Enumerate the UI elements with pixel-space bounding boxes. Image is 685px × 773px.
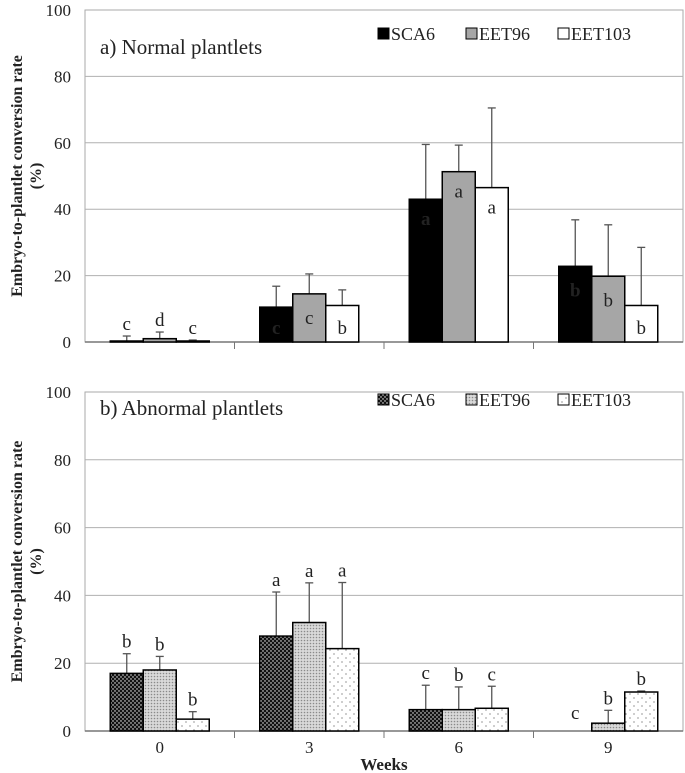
y-axis-label: Embryo-to-plantlet conversion rate (%) — [9, 55, 45, 297]
y-axis-label-line2: (%) — [28, 163, 45, 190]
bar-eet103 — [624, 304, 659, 343]
bar-eet103 — [175, 718, 210, 732]
chart-title: a) Normal plantlets — [100, 35, 262, 59]
significance-letter: b — [637, 318, 647, 339]
legend-swatch — [557, 27, 570, 40]
significance-letter: a — [421, 209, 431, 230]
chart-title: b) Abnormal plantlets — [100, 396, 283, 420]
y-tick-label: 40 — [54, 586, 71, 605]
legend-label: EET96 — [479, 24, 530, 44]
bar-eet96 — [591, 722, 626, 732]
bar-eet103 — [474, 186, 509, 343]
significance-letter: b — [604, 688, 614, 709]
legend-label: SCA6 — [391, 390, 435, 410]
significance-letter: b — [637, 669, 647, 690]
significance-letter: b — [338, 318, 348, 339]
y-tick-label: 60 — [54, 519, 71, 538]
panel-normal-plantlets: 0 20 40 60 80 100 Embryo-to-plantlet conversio… — [9, 1, 684, 352]
significance-letter: b — [122, 632, 132, 653]
bar-sca6 — [259, 306, 294, 343]
significance-letter: b — [570, 280, 581, 301]
legend-label: EET103 — [571, 24, 631, 44]
bar-sca6 — [408, 708, 443, 732]
bar-eet96 — [142, 669, 177, 732]
bar-eet96 — [142, 337, 177, 343]
y-tick-label: 80 — [54, 451, 71, 470]
significance-letter: b — [604, 290, 614, 311]
significance-letter: a — [455, 182, 464, 203]
bar-sca6 — [259, 635, 294, 732]
x-axis-label: Weeks — [360, 755, 408, 773]
significance-letter: a — [305, 561, 314, 582]
significance-letter: c — [571, 703, 579, 724]
y-tick-label: 40 — [54, 200, 71, 219]
legend-swatch — [465, 393, 478, 406]
y-tick-label: 100 — [46, 1, 72, 20]
bar-sca6 — [109, 672, 144, 732]
bar-eet103 — [474, 707, 509, 732]
significance-letter: a — [488, 198, 497, 219]
legend-swatch — [377, 393, 390, 406]
y-tick-label: 0 — [63, 722, 72, 741]
y-tick-label: 60 — [54, 134, 71, 153]
legend-label: EET103 — [571, 390, 631, 410]
significance-letter: a — [272, 570, 281, 591]
x-tick-label: 6 — [455, 738, 464, 757]
y-axis-label: Embryo-to-plantlet conversion rate (%) — [9, 441, 45, 683]
x-tick-label: 0 — [156, 738, 165, 757]
bar-sca6 — [109, 340, 144, 343]
significance-letter: b — [155, 634, 165, 655]
bar-eet96 — [292, 621, 327, 732]
bar-sca6 — [408, 198, 443, 343]
significance-letter: c — [189, 318, 197, 339]
y-axis-label-line2: (%) — [28, 548, 45, 575]
significance-letter: c — [488, 664, 496, 685]
significance-letter: b — [188, 690, 198, 711]
y-tick-label: 100 — [46, 383, 72, 402]
bar-eet103 — [175, 340, 210, 343]
legend-swatch — [557, 393, 570, 406]
bar-eet96 — [441, 708, 476, 732]
bar-sca6 — [558, 265, 593, 343]
y-tick-label: 20 — [54, 654, 71, 673]
legend-label: SCA6 — [391, 24, 435, 44]
bar-eet103 — [624, 691, 659, 732]
bar-eet103 — [325, 304, 360, 343]
y-tick-label: 0 — [63, 333, 72, 352]
significance-letter: c — [422, 663, 430, 684]
y-tick-label: 20 — [54, 267, 71, 286]
significance-letter: c — [272, 318, 280, 339]
significance-letter: a — [338, 561, 347, 582]
bar-eet96 — [292, 293, 327, 343]
significance-letter: c — [123, 314, 131, 335]
legend-swatch — [465, 27, 478, 40]
x-tick-label: 3 — [305, 738, 314, 757]
y-axis-label-line1: Embryo-to-plantlet conversion rate — [9, 441, 26, 683]
x-tick-label: 9 — [604, 738, 613, 757]
legend-label: EET96 — [479, 390, 530, 410]
significance-letter: c — [305, 308, 313, 329]
bar-eet96 — [591, 275, 626, 343]
bar-eet96 — [441, 170, 476, 343]
legend-swatch — [377, 27, 390, 40]
bar-eet103 — [325, 647, 360, 732]
y-axis-label-line1: Embryo-to-plantlet conversion rate — [9, 55, 26, 297]
significance-letter: b — [454, 665, 464, 686]
significance-letter: d — [155, 310, 165, 331]
y-tick-label: 80 — [54, 67, 71, 86]
